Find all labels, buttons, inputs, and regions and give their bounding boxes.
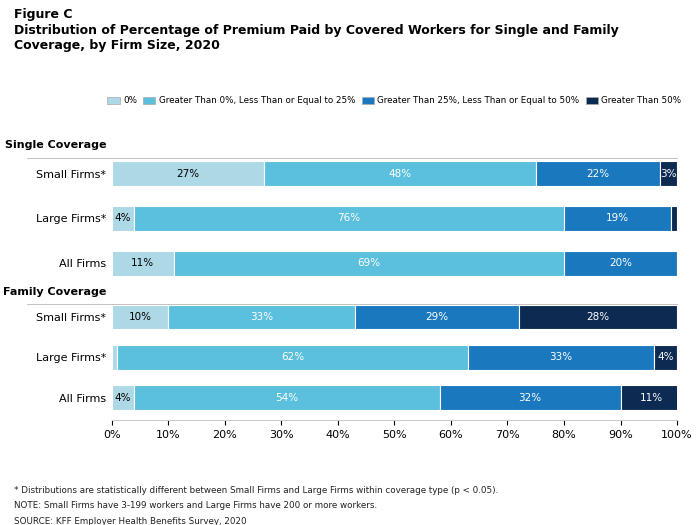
- Text: Family Coverage: Family Coverage: [3, 287, 106, 297]
- Text: 48%: 48%: [389, 169, 412, 178]
- Legend: 0%, Greater Than 0%, Less Than or Equal to 25%, Greater Than 25%, Less Than or E: 0%, Greater Than 0%, Less Than or Equal …: [105, 94, 684, 108]
- Bar: [621, 385, 683, 410]
- Bar: [655, 345, 677, 370]
- Text: 11%: 11%: [640, 393, 663, 403]
- Bar: [468, 345, 655, 370]
- Text: 27%: 27%: [177, 169, 200, 178]
- Bar: [168, 304, 355, 329]
- Text: Distribution of Percentage of Premium Paid by Covered Workers for Single and Fam: Distribution of Percentage of Premium Pa…: [14, 24, 618, 37]
- Bar: [355, 304, 519, 329]
- Bar: [671, 206, 677, 231]
- Text: 4%: 4%: [114, 214, 131, 224]
- Text: 4%: 4%: [658, 352, 674, 362]
- Bar: [440, 385, 621, 410]
- Text: Single Coverage: Single Coverage: [4, 140, 106, 150]
- Text: 33%: 33%: [549, 352, 573, 362]
- Bar: [134, 206, 564, 231]
- Bar: [112, 385, 134, 410]
- Bar: [112, 206, 134, 231]
- Text: 10%: 10%: [128, 312, 151, 322]
- Text: NOTE: Small Firms have 3-199 workers and Large Firms have 200 or more workers.: NOTE: Small Firms have 3-199 workers and…: [14, 501, 377, 510]
- Text: 62%: 62%: [281, 352, 304, 362]
- Bar: [535, 161, 660, 186]
- Bar: [265, 161, 535, 186]
- Text: 3%: 3%: [660, 169, 677, 178]
- Bar: [117, 345, 468, 370]
- Text: 33%: 33%: [250, 312, 273, 322]
- Text: SOURCE: KFF Employer Health Benefits Survey, 2020: SOURCE: KFF Employer Health Benefits Sur…: [14, 517, 246, 525]
- Text: 76%: 76%: [338, 214, 361, 224]
- Text: 29%: 29%: [425, 312, 448, 322]
- Bar: [174, 251, 564, 276]
- Text: Coverage, by Firm Size, 2020: Coverage, by Firm Size, 2020: [14, 39, 220, 52]
- Bar: [134, 385, 440, 410]
- Bar: [112, 161, 265, 186]
- Text: 32%: 32%: [519, 393, 542, 403]
- Text: 11%: 11%: [131, 258, 154, 268]
- Text: 4%: 4%: [114, 393, 131, 403]
- Bar: [564, 206, 671, 231]
- Text: 69%: 69%: [357, 258, 380, 268]
- Text: 19%: 19%: [606, 214, 630, 224]
- Text: Figure C: Figure C: [14, 8, 73, 21]
- Bar: [112, 251, 174, 276]
- Text: * Distributions are statistically different between Small Firms and Large Firms : * Distributions are statistically differ…: [14, 486, 498, 495]
- Bar: [112, 345, 117, 370]
- Text: 22%: 22%: [586, 169, 609, 178]
- Bar: [519, 304, 677, 329]
- Text: 54%: 54%: [276, 393, 299, 403]
- Text: 28%: 28%: [586, 312, 609, 322]
- Bar: [112, 304, 168, 329]
- Bar: [564, 251, 677, 276]
- Text: 20%: 20%: [609, 258, 632, 268]
- Bar: [660, 161, 677, 186]
